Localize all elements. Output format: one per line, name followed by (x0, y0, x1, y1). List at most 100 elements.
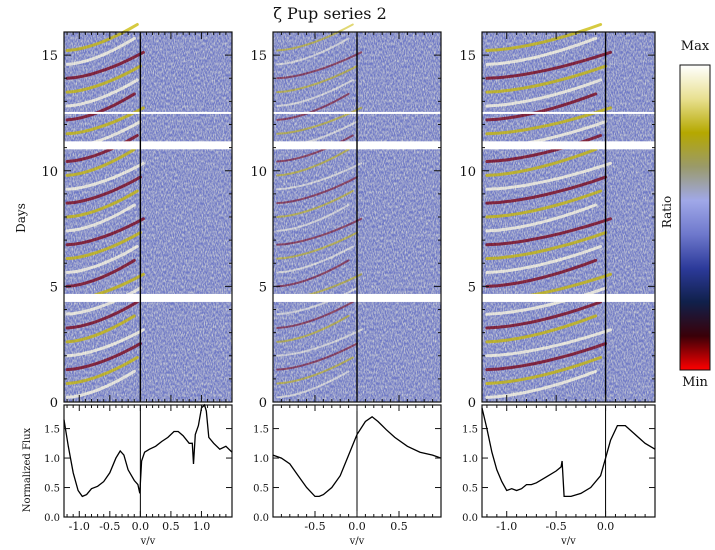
wind-streak (485, 314, 598, 344)
wind-streak (485, 147, 598, 177)
velocity-tick-label: 0.5 (390, 520, 408, 533)
wind-streak (485, 161, 612, 191)
flux-tick-label: 0.5 (253, 484, 269, 495)
wind-streak (65, 356, 139, 385)
velocity-tick-label: -1.0 (69, 520, 90, 533)
data-gap-band (482, 111, 655, 114)
wind-streak (276, 217, 363, 246)
wind-streak (65, 369, 136, 399)
wind-streak (276, 314, 350, 343)
velocity-tick-label: -1.0 (496, 520, 517, 533)
wind-streak (485, 92, 598, 122)
dynamic-spectrum-panel-middle: 0 5 10 15 (250, 23, 442, 411)
day-tick-label: 15 (459, 49, 476, 64)
colorbar: Max Min Ratio (660, 39, 711, 390)
wind-streak (485, 189, 603, 219)
wind-streak (485, 64, 608, 94)
wind-streak (65, 300, 139, 330)
wind-streak (65, 78, 139, 108)
wind-streak (485, 258, 598, 288)
data-gap-band (482, 141, 655, 150)
wind-streak (485, 356, 603, 385)
wind-streak (276, 37, 350, 66)
heatmap-noise (64, 32, 232, 402)
wind-streak (65, 245, 139, 274)
day-tick-label: 10 (41, 165, 58, 180)
wind-streak (485, 217, 612, 247)
wind-streak (276, 203, 350, 232)
flux-panel-left: 0.0 0.5 1.0 1.5 -1.0 -0.5 0.0 0.5 1.0 v/v (44, 403, 233, 547)
velocity-tick-label: -0.5 (304, 520, 325, 533)
velocity-tick-label: 0.0 (132, 520, 150, 533)
y-axis-label-days: Days (14, 203, 28, 233)
heatmap-noise (482, 32, 655, 402)
day-tick-label: 0 (50, 396, 58, 411)
wind-streak (65, 36, 136, 66)
day-tick-label: 15 (41, 49, 58, 64)
y-axis-label-flux: Normalized Flux (22, 427, 33, 512)
wind-streak (485, 78, 603, 108)
wind-streak (485, 23, 603, 52)
wind-streak (276, 92, 350, 121)
day-tick-label: 0 (468, 396, 476, 411)
wind-streak (485, 175, 608, 205)
wind-streak (276, 51, 363, 80)
data-gap-band (64, 293, 232, 302)
wind-streak (485, 231, 608, 261)
flux-frame (63, 404, 233, 518)
flux-tick-label: 0.0 (253, 513, 269, 524)
colorbar-min-label: Min (682, 375, 708, 390)
wind-streak (276, 23, 354, 52)
flux-tick-label: 0.5 (44, 484, 60, 495)
flux-line-right (481, 407, 656, 498)
flux-tick-label: 0.0 (44, 513, 60, 524)
wind-streak (65, 189, 139, 219)
day-tick-label: 10 (250, 165, 267, 180)
day-tick-label: 5 (259, 280, 267, 295)
flux-tick-label: 1.0 (44, 454, 60, 465)
wind-streak (65, 258, 136, 288)
flux-tick-label: 0.5 (462, 484, 478, 495)
wind-streak (485, 328, 612, 358)
day-tick-label: 15 (250, 49, 267, 64)
flux-tick-label: 1.5 (462, 425, 478, 436)
figure-title: ζ Pup series 2 (273, 4, 387, 23)
wind-streak (276, 148, 350, 177)
colorbar-label: Ratio (660, 196, 674, 228)
wind-streak (65, 23, 139, 52)
wind-streak (65, 328, 145, 358)
data-gap-band (64, 111, 232, 114)
x-axis-label: v/v (349, 536, 365, 547)
wind-streak (276, 328, 363, 357)
wind-streak (276, 245, 354, 274)
dynamic-spectrum-panel-left: 0 5 10 15 (41, 23, 233, 411)
wind-streak (485, 369, 598, 399)
wind-streak (276, 190, 354, 218)
wind-streak (276, 162, 363, 191)
day-tick-label: 5 (50, 280, 58, 295)
wind-streak (65, 231, 142, 261)
wind-streak (65, 314, 136, 344)
velocity-tick-label: -0.5 (99, 520, 120, 533)
flux-panel-middle: 0.0 0.5 1.0 1.5 -0.5 0.0 0.5 v/v (253, 404, 442, 547)
velocity-tick-label: 0.0 (597, 520, 615, 533)
wind-streak (276, 259, 350, 288)
wind-streak (276, 231, 358, 260)
colorbar-max-label: Max (681, 39, 710, 54)
wind-streak (276, 301, 354, 329)
wind-streak (65, 106, 145, 136)
wind-streak (65, 175, 142, 205)
flux-frame (481, 404, 656, 518)
velocity-tick-label: 0.0 (348, 520, 366, 533)
x-axis-label: v/v (140, 536, 156, 547)
flux-tick-label: 1.5 (44, 425, 60, 436)
wind-streak (485, 50, 612, 80)
wind-streak (485, 245, 603, 274)
wind-streak (65, 203, 136, 233)
colorbar-scale (679, 64, 711, 371)
wind-streak (65, 342, 142, 372)
flux-tick-label: 1.5 (253, 425, 269, 436)
wind-streak (276, 79, 354, 107)
wind-streak (276, 65, 358, 94)
